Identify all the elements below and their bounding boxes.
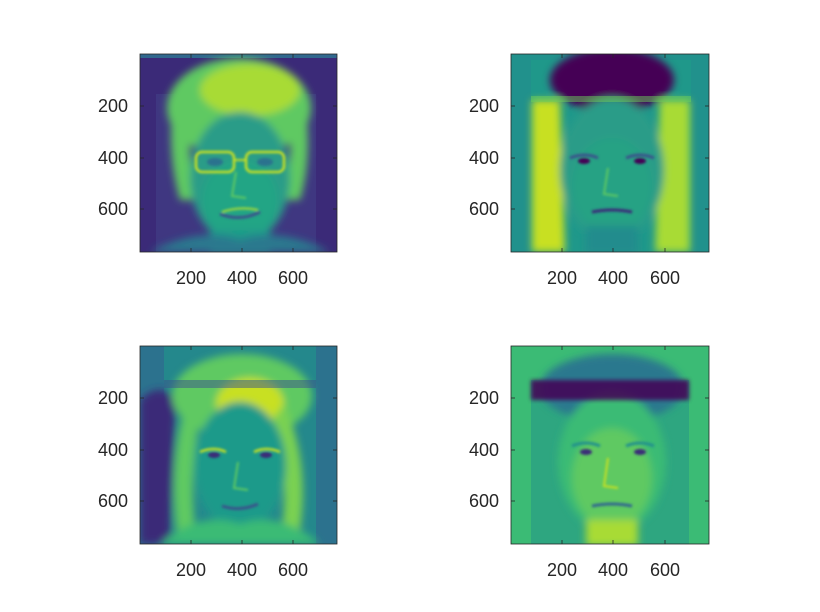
x-tick-label-1-2: 600: [278, 268, 308, 288]
x-tick-label-4-0: 200: [547, 560, 577, 580]
y-tick-label-4-2: 600: [469, 491, 499, 511]
x-ticks-4: [561, 346, 666, 544]
x-tick-label-1-1: 400: [227, 268, 257, 288]
y-tick-label-3-1: 400: [98, 440, 128, 460]
x-tick-label-2-1: 400: [598, 268, 628, 288]
axes-frame-3: [139, 345, 338, 545]
x-tick-label-3-2: 600: [278, 560, 308, 580]
y-tick-label-3-0: 200: [98, 388, 128, 408]
y-tick-label-4-1: 400: [469, 440, 499, 460]
x-tick-label-3-1: 400: [227, 560, 257, 580]
y-ticks-2: [511, 105, 709, 210]
x-tick-label-2-0: 200: [547, 268, 577, 288]
heatmap-image-3: [140, 346, 337, 544]
x-ticks-3: [190, 346, 294, 544]
axes-frame-2: [510, 53, 710, 253]
subplot-bottom-right: 200 400 600 200 400 600: [469, 345, 710, 580]
y-tick-label-2-1: 400: [469, 148, 499, 168]
subplot-bottom-left: 200 400 600 200 400 600: [98, 345, 338, 580]
y-tick-label-1-2: 600: [98, 199, 128, 219]
y-tick-label-1-0: 200: [98, 96, 128, 116]
y-tick-label-3-2: 600: [98, 491, 128, 511]
y-tick-label-2-0: 200: [469, 96, 499, 116]
x-tick-label-4-2: 600: [650, 560, 680, 580]
heatmap-image-1: [140, 54, 337, 252]
x-tick-label-1-0: 200: [176, 268, 206, 288]
x-ticks-2: [561, 54, 666, 252]
axes-frame-1: [139, 53, 338, 253]
y-tick-label-2-2: 600: [469, 199, 499, 219]
y-tick-label-1-1: 400: [98, 148, 128, 168]
heatmap-image-2: [511, 54, 709, 252]
y-tick-label-4-0: 200: [469, 388, 499, 408]
x-tick-label-3-0: 200: [176, 560, 206, 580]
y-ticks-4: [511, 397, 709, 502]
subplot-top-left: 200 400 600 200 400 600: [98, 53, 338, 288]
y-ticks-1: [140, 105, 337, 210]
heatmap-image-4: [511, 346, 709, 544]
subplot-top-right: 200 400 600 200 400 600: [469, 53, 710, 288]
x-ticks-1: [190, 54, 294, 252]
x-tick-label-2-2: 600: [650, 268, 680, 288]
axes-frame-4: [510, 345, 710, 545]
y-ticks-3: [140, 397, 337, 502]
x-tick-label-4-1: 400: [598, 560, 628, 580]
